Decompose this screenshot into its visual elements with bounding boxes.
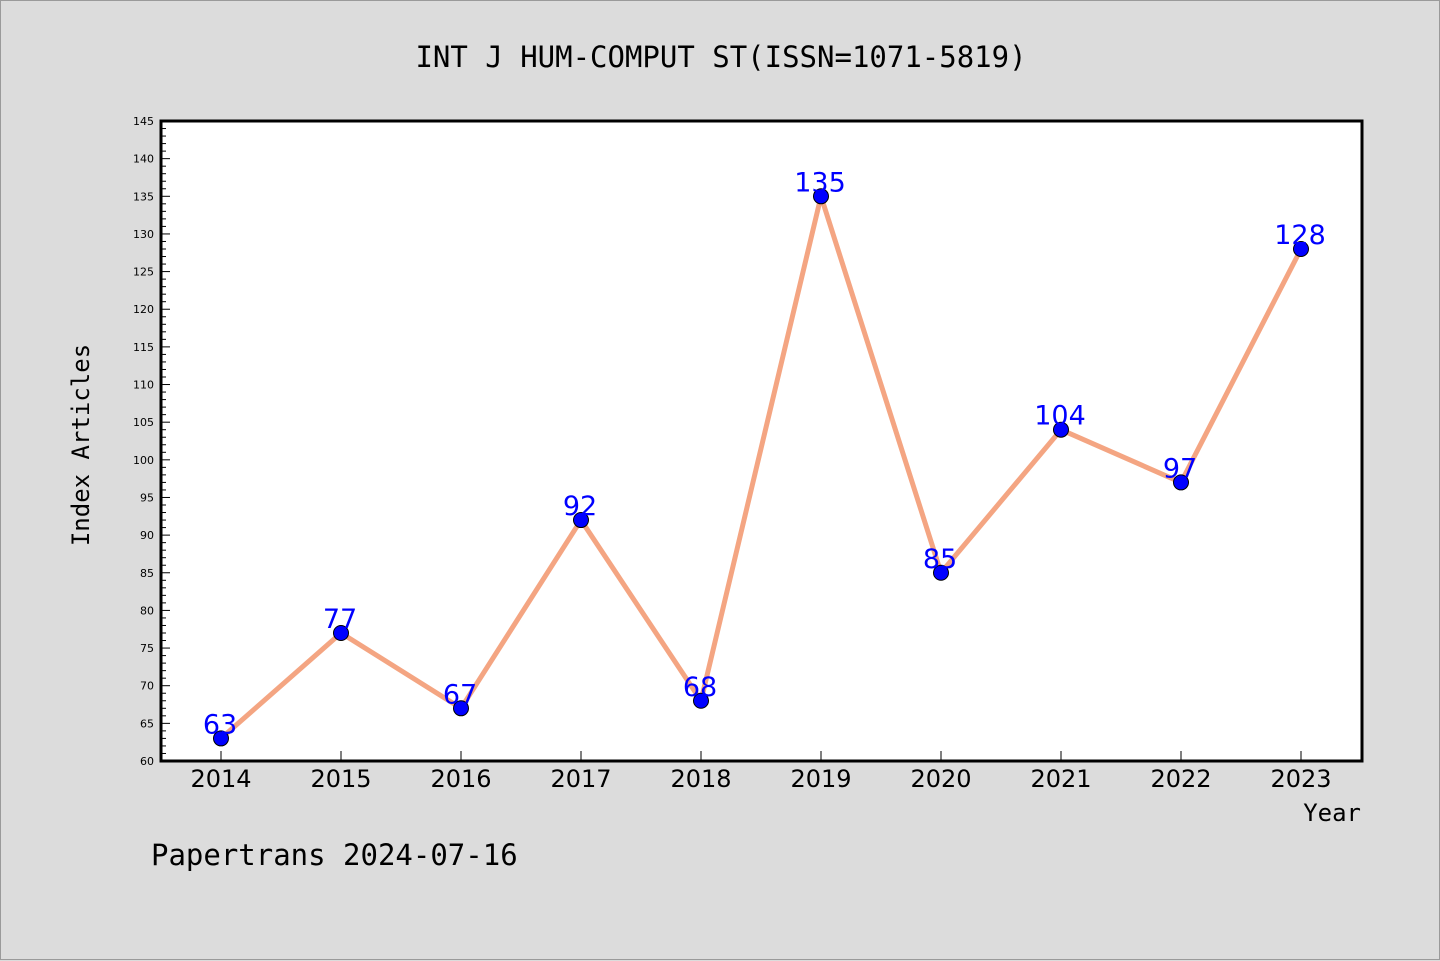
chart-title: INT J HUM-COMPUT ST(ISSN=1071-5819) (415, 40, 1026, 74)
y-tick-label: 60 (140, 755, 154, 768)
x-tick-label: 2016 (430, 765, 491, 793)
data-point (453, 700, 469, 717)
plot-border (159, 119, 1364, 763)
data-point (1293, 241, 1309, 257)
y-tick-label: 120 (133, 303, 154, 316)
y-tick-label: 85 (140, 567, 154, 580)
data-labels: 63 77 67 92 68 135 85 104 97 128 (203, 167, 1326, 740)
data-label: 135 (794, 167, 846, 198)
data-label: 67 (443, 679, 477, 710)
x-tick-label: 2017 (550, 765, 611, 793)
data-point (693, 692, 709, 709)
series-line (218, 193, 1304, 741)
y-tick-label: 115 (133, 341, 154, 354)
y-tick-label: 105 (133, 416, 154, 429)
y-axis: 60 65 70 75 80 85 90 95 100 105 110 115 120 125 130 135… (133, 115, 170, 768)
data-point (1053, 421, 1069, 438)
x-tick-label: 2022 (1150, 765, 1211, 793)
data-point (813, 188, 829, 205)
data-label: 128 (1274, 220, 1326, 251)
y-tick-label: 75 (140, 642, 154, 655)
data-markers (213, 188, 1309, 747)
y-tick-label: 145 (133, 115, 154, 128)
data-label: 97 (1163, 453, 1197, 484)
data-label: 77 (323, 604, 357, 635)
data-label: 104 (1034, 401, 1086, 432)
data-label: 92 (563, 491, 597, 522)
x-axis: 2014 2015 2016 2017 2018 2019 2020 2021 2022 2023 (190, 751, 1332, 793)
x-tick-label: 2020 (910, 765, 971, 793)
data-label: 68 (683, 672, 717, 703)
footer-credit: Papertrans 2024-07-16 (151, 838, 518, 872)
x-tick-label: 2018 (670, 765, 731, 793)
y-tick-label: 135 (133, 190, 154, 203)
y-tick-label: 95 (140, 491, 154, 504)
x-tick-label: 2014 (190, 765, 251, 793)
data-point (1173, 474, 1189, 491)
data-label: 63 (203, 709, 237, 740)
data-point (933, 564, 949, 581)
x-axis-label: Year (1303, 799, 1361, 827)
x-tick-label: 2015 (310, 765, 371, 793)
data-point (333, 625, 349, 641)
x-tick-label: 2023 (1270, 765, 1331, 793)
data-point (573, 512, 589, 529)
series-line-group (218, 193, 1304, 741)
y-tick-label: 140 (133, 153, 154, 166)
data-label: 85 (923, 544, 957, 575)
y-tick-label: 70 (140, 680, 154, 693)
y-tick-label: 90 (140, 529, 154, 542)
y-axis-label: Index Articles (67, 344, 95, 546)
y-tick-label: 100 (133, 454, 154, 467)
y-tick-label: 125 (133, 266, 154, 279)
data-point (213, 730, 229, 747)
x-tick-label: 2021 (1030, 765, 1091, 793)
y-tick-label: 80 (140, 604, 154, 617)
y-tick-label: 110 (133, 379, 154, 392)
y-tick-label: 65 (140, 717, 154, 730)
y-tick-label: 130 (133, 228, 154, 241)
x-tick-label: 2019 (790, 765, 851, 793)
